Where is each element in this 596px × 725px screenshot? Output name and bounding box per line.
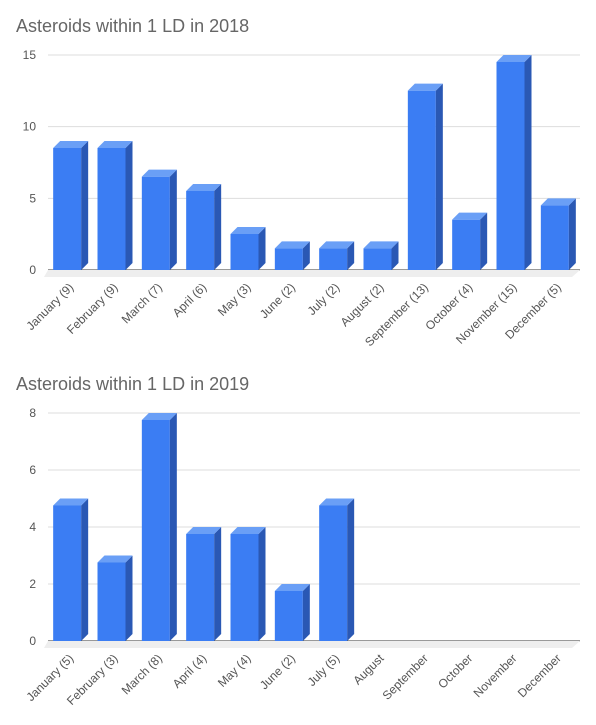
bar bbox=[230, 527, 266, 641]
bar bbox=[97, 141, 133, 270]
bar-face bbox=[435, 83, 443, 271]
bar-face bbox=[319, 248, 348, 270]
bar-face bbox=[81, 141, 89, 270]
bar-face bbox=[81, 498, 89, 641]
bar bbox=[274, 584, 310, 641]
chart-title: Asteroids within 1 LD in 2018 bbox=[16, 16, 249, 36]
bar-face bbox=[407, 90, 436, 271]
bar-face bbox=[141, 169, 177, 177]
bar-face bbox=[214, 184, 222, 270]
bar-face bbox=[53, 141, 89, 148]
bar-face bbox=[496, 55, 532, 62]
bar bbox=[496, 55, 532, 270]
bar-face bbox=[97, 148, 126, 270]
bar bbox=[274, 241, 310, 270]
bar-face bbox=[258, 227, 266, 270]
bar bbox=[97, 555, 133, 641]
bar-face bbox=[53, 148, 82, 270]
bar-face bbox=[230, 227, 266, 234]
y-tick-label: 15 bbox=[23, 48, 37, 62]
bar-face bbox=[496, 62, 525, 270]
bar bbox=[452, 212, 488, 270]
bar-face bbox=[186, 184, 222, 191]
bar-face bbox=[568, 198, 576, 270]
bar bbox=[407, 83, 443, 271]
bar-face bbox=[230, 534, 259, 641]
bar-face bbox=[274, 584, 310, 591]
bar-face bbox=[274, 591, 303, 641]
bar-face bbox=[319, 505, 348, 641]
bar-face bbox=[347, 241, 355, 270]
bar-face bbox=[452, 212, 488, 220]
bar bbox=[186, 527, 222, 641]
bar-face bbox=[141, 413, 177, 420]
bar-face bbox=[302, 584, 310, 641]
chart-title: Asteroids within 1 LD in 2019 bbox=[16, 374, 249, 394]
bar-face bbox=[452, 219, 481, 270]
bar bbox=[363, 241, 399, 270]
floor bbox=[44, 270, 580, 277]
bar-face bbox=[97, 555, 133, 563]
bar bbox=[319, 241, 355, 270]
bar bbox=[53, 498, 89, 641]
bar-face bbox=[540, 205, 569, 270]
bar-face bbox=[169, 413, 177, 641]
bar-face bbox=[302, 241, 310, 270]
y-tick-label: 0 bbox=[29, 263, 36, 277]
bar-face bbox=[347, 498, 355, 641]
bar-face bbox=[97, 141, 133, 148]
bar-face bbox=[524, 55, 532, 270]
y-tick-label: 0 bbox=[29, 634, 36, 648]
y-tick-label: 6 bbox=[29, 463, 36, 477]
bar-face bbox=[214, 527, 222, 641]
bar bbox=[141, 169, 177, 270]
bar-face bbox=[363, 248, 392, 270]
y-tick-label: 4 bbox=[29, 520, 36, 534]
bar bbox=[540, 198, 576, 270]
bar-face bbox=[319, 241, 355, 249]
bar-face bbox=[53, 498, 89, 506]
bar-face bbox=[274, 248, 303, 270]
bar-face bbox=[540, 198, 576, 206]
bar bbox=[230, 227, 266, 270]
bar-face bbox=[186, 527, 222, 534]
bar-face bbox=[141, 176, 170, 270]
bar-face bbox=[186, 191, 215, 270]
floor bbox=[44, 641, 580, 648]
y-tick-label: 2 bbox=[29, 577, 36, 591]
bar bbox=[319, 498, 355, 641]
bar-face bbox=[186, 534, 215, 641]
bar-face bbox=[391, 241, 399, 270]
bar-face bbox=[125, 555, 133, 641]
bar-face bbox=[274, 241, 310, 249]
bar-face bbox=[141, 420, 170, 641]
bar-face bbox=[125, 141, 133, 270]
bar-face bbox=[53, 505, 82, 641]
bar bbox=[141, 413, 177, 641]
bar-face bbox=[319, 498, 355, 506]
bar-face bbox=[480, 212, 488, 270]
bar-face bbox=[230, 234, 259, 270]
bar-face bbox=[169, 169, 177, 270]
y-tick-label: 10 bbox=[23, 120, 37, 134]
bar-face bbox=[97, 562, 126, 641]
bar-face bbox=[230, 527, 266, 534]
bar bbox=[53, 141, 89, 270]
bar-face bbox=[407, 83, 443, 91]
y-tick-label: 5 bbox=[29, 191, 36, 205]
bar-face bbox=[363, 241, 399, 249]
y-tick-label: 8 bbox=[29, 406, 36, 420]
bar-face bbox=[258, 527, 266, 641]
bar bbox=[186, 184, 222, 270]
